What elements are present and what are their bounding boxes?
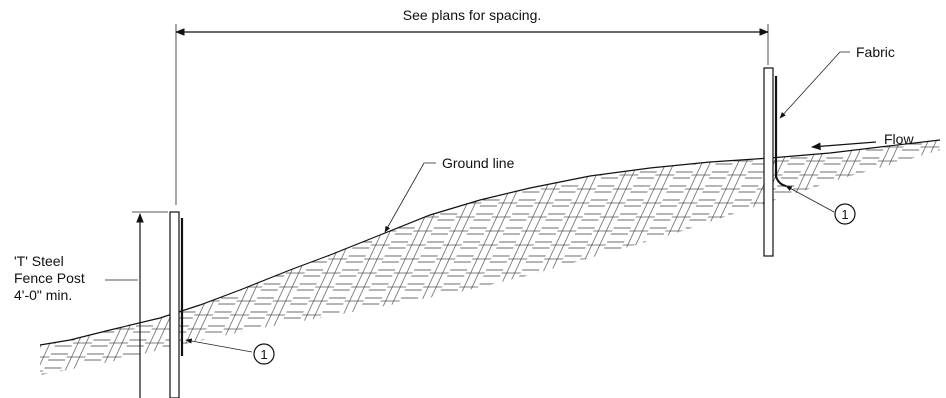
flow-arrow: [812, 142, 876, 147]
right-fence-post: [764, 68, 773, 256]
left-fence-post: [170, 212, 179, 398]
post-label-line3: 4'-0" min.: [14, 287, 72, 303]
callout-left-number: 1: [260, 347, 267, 362]
spacing-label: See plans for spacing.: [403, 7, 542, 23]
post-label-line2: Fence Post: [14, 270, 85, 286]
flow-label: Flow: [884, 131, 914, 147]
post-label-line1: 'T' Steel: [14, 253, 64, 269]
fabric-label: Fabric: [856, 44, 895, 60]
callout-left-leader: [186, 340, 252, 352]
callout-right-leader: [786, 186, 834, 212]
callout-right-number: 1: [841, 207, 848, 222]
ground-line-label: Ground line: [442, 155, 515, 171]
fabric-leader: [780, 52, 850, 118]
